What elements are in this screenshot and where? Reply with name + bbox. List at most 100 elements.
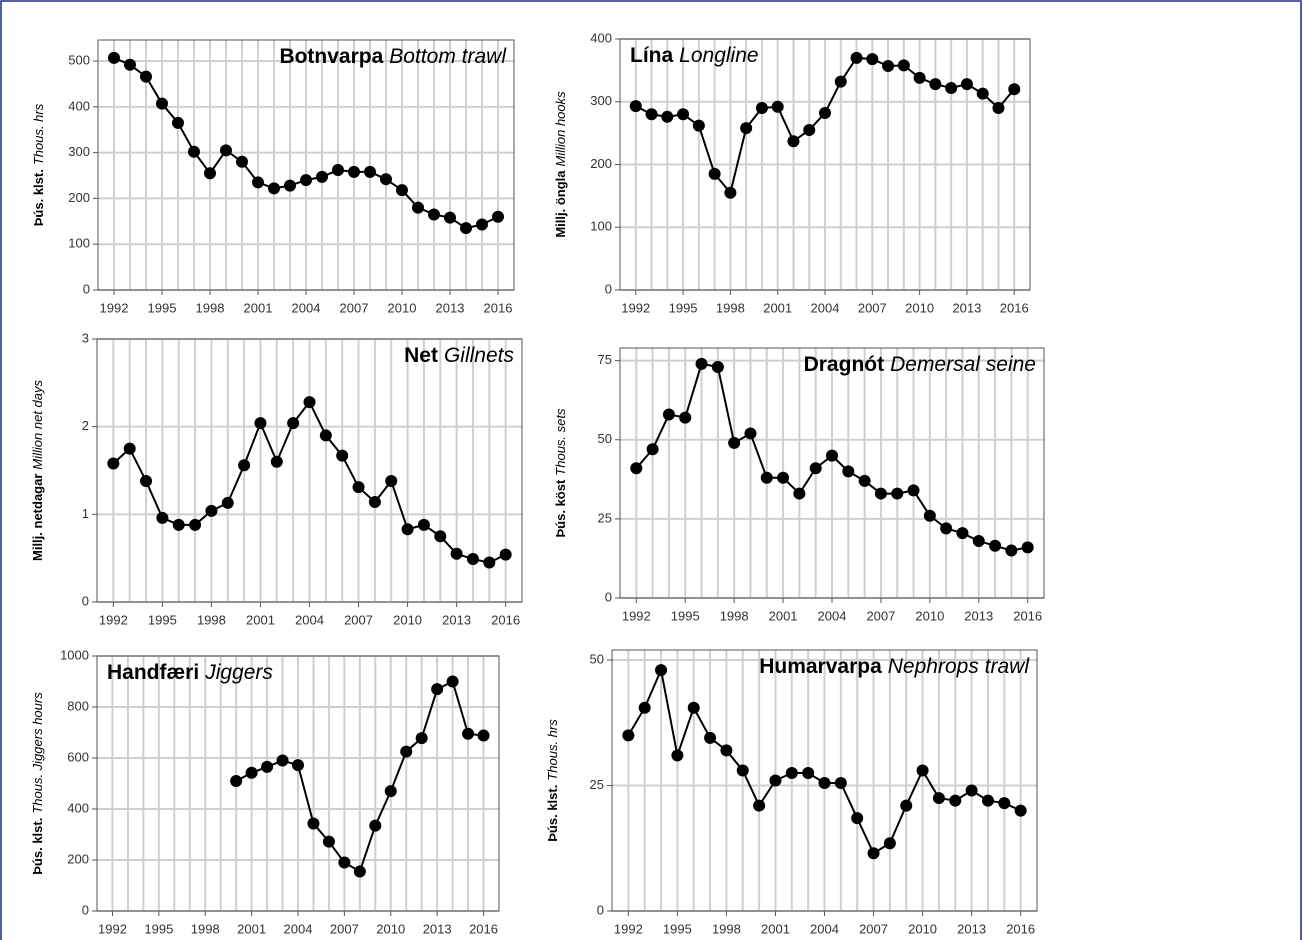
data-point [802,766,815,779]
ylabel-english: Thous. hrs [31,103,46,165]
x-tick-label: 1992 [622,608,651,623]
data-point [476,218,488,231]
data-point [368,496,381,509]
y-tick-label: 300 [68,144,90,159]
data-point [384,785,397,798]
data-point [874,487,887,500]
data-point [254,417,267,430]
data-point [123,442,136,455]
data-point [704,731,717,744]
data-point [629,100,642,113]
data-point [1008,83,1021,96]
data-point [819,107,831,120]
x-tick-label: 1998 [196,300,225,315]
data-point [236,155,248,168]
x-tick-label: 2004 [295,612,324,627]
data-point [960,78,973,91]
x-tick-label: 2013 [957,921,986,936]
data-point [787,135,800,148]
data-point [711,360,724,373]
data-point [477,729,490,742]
y-axis-label: Þús. köst Thous. sets [553,408,568,537]
y-tick-label: 0 [83,281,90,296]
data-point [760,471,773,484]
y-axis-label: Millj. öngla Million hooks [553,91,568,238]
data-point [287,417,300,430]
data-point [753,799,766,812]
data-point [851,812,864,825]
data-point [891,487,904,500]
data-point [645,108,658,121]
data-point [834,75,847,88]
x-tick-label: 1992 [98,921,127,936]
title-english: Longline [679,44,758,67]
x-tick-label: 2001 [761,921,790,936]
data-point [336,449,349,462]
y-tick-label: 500 [68,52,90,67]
y-axis-label: Millj. netdagar Million net days [30,380,45,562]
x-tick-label: 2016 [469,921,498,936]
x-tick-label: 1995 [671,608,700,623]
data-point [156,97,168,110]
data-point [204,167,216,180]
data-point [205,504,218,517]
data-point [353,865,366,878]
x-tick-label: 2004 [810,921,839,936]
x-tick-label: 2007 [330,921,359,936]
x-tick-label: 2010 [905,300,934,315]
data-point [882,59,895,72]
ylabel-english: Million net days [30,380,45,470]
y-tick-label: 400 [68,98,90,113]
y-tick-label: 400 [67,800,89,815]
data-point [630,462,643,475]
data-point [940,522,953,535]
title-english: Demersal seine [890,353,1036,376]
data-point [316,170,328,183]
data-point [671,749,684,762]
ylabel-native: Millj. öngla [553,170,568,238]
x-tick-label: 2016 [1006,921,1035,936]
x-tick-label: 1992 [621,300,650,315]
data-point [401,523,414,536]
data-point [992,102,1005,115]
title-native: Handfæri [107,661,199,684]
data-point [238,459,251,472]
y-tick-label: 100 [590,219,612,234]
data-point [793,487,806,500]
data-point [1005,544,1018,557]
x-tick-label: 1992 [100,300,129,315]
data-point [270,455,283,468]
data-point [307,817,320,830]
data-point [396,184,408,197]
data-point [622,729,635,742]
ylabel-english: Thous. Jiggers hours [30,692,45,814]
panel: 0 100 200 300 400 1992 1995 1998 2001 2004 2007 201… [553,30,1031,315]
data-point [989,539,1002,552]
x-tick-label: 1998 [720,608,749,623]
data-point [499,548,512,561]
panel-title: Humarvarpa Nephrops trawl [759,655,1030,678]
y-tick-label: 0 [82,593,89,608]
y-tick-label: 1000 [60,647,89,662]
x-tick-label: 1998 [191,921,220,936]
x-tick-label: 2001 [246,612,275,627]
panel-title: Botnvarpa Bottom trawl [279,45,507,68]
data-point [679,411,692,424]
x-tick-label: 2001 [244,300,273,315]
y-tick-label: 50 [590,651,604,666]
x-tick-label: 2013 [952,300,981,315]
data-point [916,764,929,777]
data-point [322,835,335,848]
ylabel-english: Thous. sets [553,408,568,476]
data-point [662,408,675,421]
panel-title: Net Gillnets [404,344,514,367]
data-point [771,100,784,113]
data-point [338,856,351,869]
data-point [818,777,831,790]
data-point [412,201,424,214]
panel: 0 100 200 300 400 500 1992 1995 1998 2001 2004 2007… [31,39,515,315]
data-point [900,799,913,812]
y-tick-label: 25 [598,510,612,525]
data-point [834,777,847,790]
data-point [460,222,472,235]
